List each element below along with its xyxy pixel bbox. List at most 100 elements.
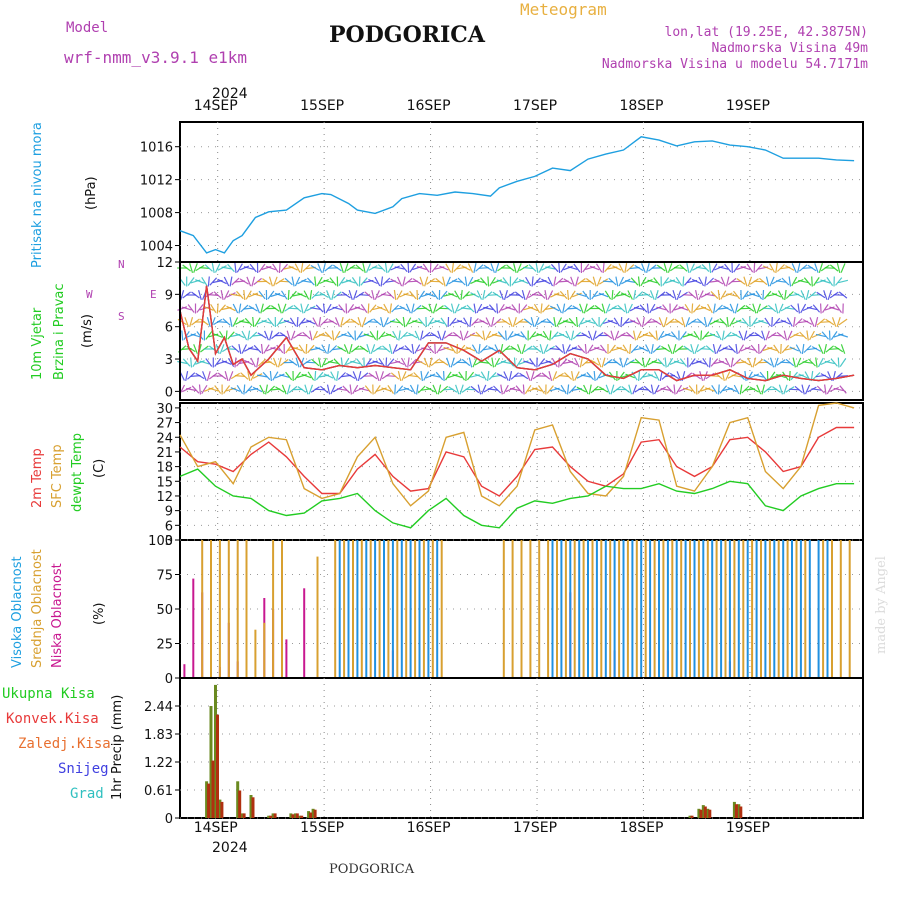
wind-barb (488, 304, 497, 313)
wind-barb (594, 347, 605, 351)
legend-freezing-rain: Zaledj.Kisa (18, 736, 111, 752)
day-label-bottom: 14SEP (193, 820, 238, 836)
wind-barb (515, 385, 524, 394)
wind-barb (539, 344, 544, 354)
wind-barb (523, 318, 533, 326)
wind-barb (822, 304, 829, 313)
wind-barb (618, 263, 625, 273)
wind-barb (291, 276, 295, 287)
bar-srednja-oblacnost (556, 540, 558, 678)
wind-barb (319, 291, 329, 299)
bar-ukupna-kisa (688, 815, 692, 818)
wind-barb (443, 370, 445, 382)
wind-barb (488, 346, 498, 352)
compass-south: S (118, 310, 125, 323)
wind-barb (187, 277, 195, 286)
wind-barb (405, 303, 411, 314)
wind-barb (550, 331, 559, 340)
y-tick-label: 1.22 (144, 756, 173, 771)
wind-barb (199, 267, 210, 269)
bar-srednja-oblacnost (600, 540, 603, 678)
bar-srednja-oblacnost (378, 540, 381, 678)
wind-barb (229, 276, 233, 287)
bar-srednja-oblacnost (582, 540, 585, 678)
wind-barb (720, 290, 727, 300)
legend-convective-rain: Konvek.Kisa (6, 711, 99, 727)
wind-barb (514, 291, 524, 299)
wind-barb (645, 357, 651, 368)
wind-barb (382, 345, 391, 353)
wind-barb (811, 388, 822, 391)
wind-barb (559, 290, 568, 300)
wind-barb (326, 290, 332, 300)
wind-barb (262, 371, 271, 381)
wind-barb (578, 317, 585, 327)
wind-barb (472, 357, 478, 368)
wind-barb (837, 357, 840, 368)
wind-barb (235, 319, 245, 325)
wind-barb (492, 333, 503, 338)
wind-barb (709, 332, 720, 339)
wind-barb (517, 344, 522, 354)
wind-barb (715, 330, 722, 341)
wind-barb (840, 344, 846, 354)
wind-barb (385, 375, 396, 377)
wind-barb (563, 278, 573, 285)
wind-barb (674, 318, 684, 326)
wind-barb (806, 330, 809, 341)
wind-barb (394, 384, 396, 395)
wind-barb (359, 387, 370, 392)
wind-barb (749, 373, 760, 379)
y-tick-label: 0 (165, 672, 173, 687)
bar-ukupna-kisa (214, 684, 217, 818)
wind-barb (567, 346, 578, 352)
wind-barb (794, 292, 804, 298)
wind-barb (518, 360, 529, 365)
bar-srednja-oblacnost (245, 540, 248, 678)
wind-barb (838, 318, 848, 326)
wind-barb (583, 384, 589, 395)
wind-barb (383, 317, 389, 327)
bar-visoka-oblacnost (383, 540, 385, 678)
wind-barb (270, 347, 281, 351)
wind-barb (204, 264, 213, 272)
wind-barb (445, 276, 451, 287)
wind-barb (191, 291, 200, 299)
bar-konvek-kisa (269, 815, 273, 818)
wind-barb (436, 344, 443, 354)
wind-barb (830, 331, 838, 340)
wind-barb (403, 386, 414, 393)
wind-barb (610, 384, 615, 395)
wind-barb (394, 266, 405, 270)
wind-barb (261, 320, 272, 324)
wind-barb (554, 293, 565, 297)
wind-barb (480, 371, 487, 381)
wind-barb (756, 384, 762, 395)
wind-barb (679, 358, 687, 367)
bar-srednja-oblacnost (697, 540, 700, 678)
bar-konvek-kisa (313, 809, 317, 818)
wind-barb (445, 263, 452, 273)
wind-barb (378, 358, 386, 367)
wind-barb (248, 292, 259, 298)
wind-barb (384, 262, 388, 274)
wind-barb (688, 385, 696, 394)
wind-barb (276, 344, 284, 354)
wind-barb (771, 292, 782, 298)
wind-barb (203, 387, 214, 392)
bar-srednja-oblacnost (618, 540, 621, 678)
wind-barb (619, 357, 624, 368)
wind-barb (368, 265, 378, 271)
wind-barb (611, 307, 622, 310)
wind-barb (604, 290, 612, 300)
wind-barb (540, 303, 543, 314)
legend-snow: Snijeg (58, 761, 109, 777)
day-label-bottom: 16SEP (406, 820, 451, 836)
wind-barb (303, 290, 310, 300)
bar-srednja-oblacnost (334, 540, 337, 678)
y-tick-label: 0.61 (144, 784, 173, 799)
wind-barb (310, 264, 320, 272)
wind-barb (225, 330, 228, 341)
wind-barb (771, 316, 773, 328)
wind-barb (807, 264, 817, 272)
